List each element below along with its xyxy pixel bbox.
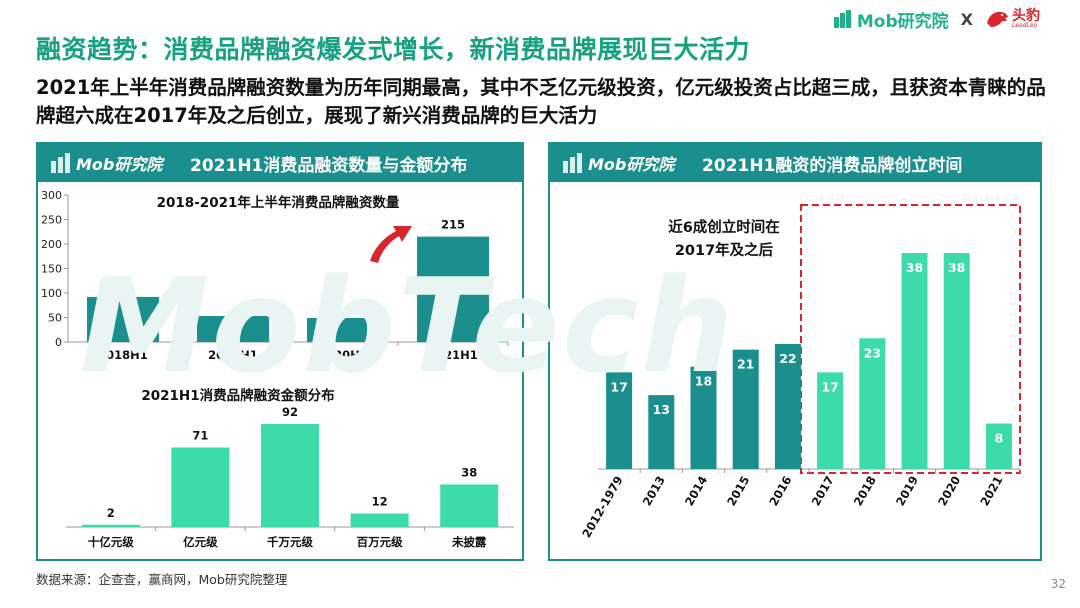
chart2-bar: [350, 513, 409, 527]
chart3-x-label: 2013: [640, 474, 668, 509]
chart2-data-label: 12: [372, 495, 388, 509]
chart3-x-label: 2012-1979: [579, 474, 626, 541]
chart2-bar: [261, 424, 319, 527]
left-panel-title: 2021H1消费品融资数量与金额分布: [190, 155, 468, 176]
chart3-data-label: 13: [653, 402, 670, 417]
chart3-x-label: 2016: [766, 474, 794, 509]
left-panel-logo: Mob研究院: [50, 151, 190, 175]
chart3-bar: [817, 372, 844, 469]
chart1-y-tick-label: 100: [41, 287, 62, 300]
chart3-x-label: 2020: [935, 474, 963, 509]
chart1-title: 2018-2021年上半年消费品牌融资数量: [157, 194, 400, 211]
chart3-bar: [943, 253, 970, 469]
chart1-x-label: 2019H1: [208, 348, 258, 362]
chart3-data-label: 38: [906, 260, 923, 275]
mob-mark-icon: [833, 10, 851, 28]
chart2-x-label: 百万元级: [357, 535, 403, 549]
chart2-data-label: 92: [282, 405, 298, 419]
chart3-data-label: 17: [610, 379, 627, 394]
chart3-x-label: 2017: [809, 474, 837, 509]
chart2-x-label: 十亿元级: [88, 535, 134, 549]
chart3-x-label: 2018: [851, 474, 879, 509]
chart1-y-tick-label: 150: [41, 263, 62, 276]
chart1-x-label: 2020H1: [318, 348, 368, 362]
chart1-y-tick-label: 50: [48, 312, 62, 325]
chart3-data-label: 17: [821, 379, 838, 394]
chart3-bar: [690, 366, 717, 469]
chart3-x-label: 2014: [682, 474, 710, 509]
founding-year-chart: 近6成创立时间在 2017年及之后 17 2012-1979 13 2013 18 2014 2…: [579, 204, 1021, 541]
chart3-x-label: 2021: [977, 474, 1005, 509]
chart1-x-label: 2021H1: [428, 348, 478, 362]
chart3-data-label: 23: [864, 345, 881, 360]
chart3-bar: [648, 395, 675, 469]
chart1-y-tick-label: 300: [41, 189, 62, 202]
page-title: 融资趋势：消费品牌融资爆发式增长，新消费品牌展现巨大活力: [36, 35, 751, 64]
data-source: 数据来源：企查查，赢商网，Mob研究院整理: [36, 572, 288, 587]
chart3-bar: [901, 253, 928, 469]
chart3-annotation-line1: 近6成创立时间在: [668, 218, 780, 236]
mob-mark-icon: [563, 153, 582, 173]
mob-mark-icon: [51, 153, 70, 173]
chart2-bar: [81, 524, 140, 527]
chart1-bar: [87, 296, 159, 342]
leadleo-logo: 头豹 LeadLeo: [985, 9, 1040, 29]
mob-logo-text: Mob研究院: [856, 11, 949, 32]
chart3-data-label: 8: [995, 431, 1004, 446]
left-panel-header: Mob研究院 2021H1消费品融资数量与金额分布: [38, 144, 522, 182]
chart3-data-label: 21: [737, 357, 754, 372]
chart2-bar: [171, 447, 230, 527]
chart1-y-tick-label: 250: [41, 214, 62, 227]
header-brand: Mob研究院 X 头豹 LeadLeo: [833, 6, 1040, 32]
right-panel-logo: Mob研究院: [562, 151, 702, 175]
chart1-bar: [197, 316, 269, 342]
chart3-data-label: 18: [695, 374, 712, 389]
left-panel: Mob研究院 2021H1消费品融资数量与金额分布 2018-2021年上半年消…: [36, 142, 524, 561]
chart3-bar: [732, 349, 759, 469]
chart2-bar: [440, 484, 499, 527]
chart2-x-label: 亿元级: [183, 535, 218, 549]
chart1-bar: [307, 317, 379, 342]
brand-separator: X: [960, 9, 973, 29]
partner-name-cn: 头豹: [1012, 8, 1040, 24]
growth-arrow-icon: [370, 226, 412, 263]
right-panel-header: Mob研究院 2021H1融资的消费品牌创立时间: [550, 144, 1040, 182]
chart3-bar: [859, 338, 886, 469]
right-panel: Mob研究院 2021H1融资的消费品牌创立时间 近6成创立时间在 2017年及之…: [548, 142, 1042, 561]
financing-charts: 2018-2021年上半年消费品牌融资数量 0 50 100 150 200 250 300 2…: [41, 189, 514, 549]
page-subtitle: 2021年上半年消费品牌融资数量为历年同期最高，其中不乏亿元级投资，亿元级投资占…: [36, 76, 1046, 127]
chart2-title: 2021H1消费品牌融资金额分布: [141, 387, 334, 404]
chart3-bar: [774, 343, 801, 469]
chart2-data-label: 2: [107, 506, 115, 520]
chart1-y-tick-label: 0: [55, 336, 62, 349]
chart3-x-label: 2015: [724, 474, 752, 509]
chart3-x-label: 2019: [893, 474, 921, 509]
chart2-x-label: 千万元级: [267, 535, 313, 549]
chart1-x-label: 2018H1: [98, 348, 148, 362]
chart1-data-label: 215: [441, 218, 465, 232]
chart3-bar: [985, 423, 1012, 469]
right-panel-logo-text: Mob研究院: [588, 155, 675, 174]
highlight-box: [800, 204, 1021, 474]
chart2-data-label: 71: [192, 429, 208, 443]
left-panel-logo-text: Mob研究院: [76, 155, 163, 174]
right-panel-title: 2021H1融资的消费品牌创立时间: [702, 155, 963, 176]
chart3-data-label: 22: [779, 351, 796, 366]
chart2-x-label: 未披露: [451, 535, 487, 549]
mob-logo: Mob研究院: [833, 7, 949, 32]
chart1-y-tick-label: 200: [41, 238, 62, 251]
chart3-annotation-line2: 2017年及之后: [675, 241, 774, 259]
chart3-bar: [606, 372, 633, 469]
page-number: 32: [1050, 577, 1066, 591]
partner-name-en: LeadLeo: [1012, 22, 1038, 29]
chart2-data-label: 38: [461, 465, 477, 479]
leopard-icon: [987, 11, 1008, 27]
chart1-bar: [417, 236, 489, 342]
chart3-data-label: 38: [948, 260, 965, 275]
